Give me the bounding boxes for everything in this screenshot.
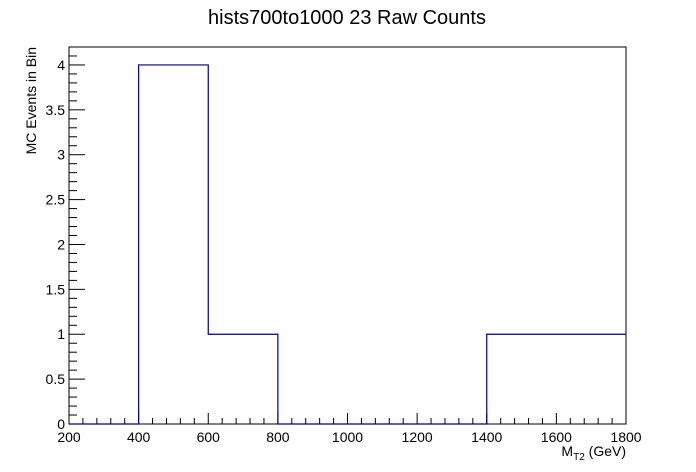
x-tick-label: 1800 xyxy=(610,429,641,445)
x-tick-label: 200 xyxy=(57,429,81,445)
x-tick-label: 800 xyxy=(266,429,290,445)
x-axis-label: MT2 (GeV) xyxy=(561,443,626,463)
hist-bin-2 xyxy=(208,334,278,424)
y-tick-label: 2 xyxy=(57,236,65,252)
hist-bin-1 xyxy=(139,65,209,424)
x-axis-label-sub: T2 xyxy=(573,452,585,463)
x-axis-label-main: M xyxy=(561,443,573,459)
y-tick-labels: 0 0.5 1 1.5 2 2.5 3 3.5 4 xyxy=(46,57,66,432)
y-tick-label: 0.5 xyxy=(46,371,66,387)
y-tick-label: 1.5 xyxy=(46,281,66,297)
x-axis-label-unit: (GeV) xyxy=(585,443,626,459)
y-tick-label: 1 xyxy=(57,326,65,342)
x-tick-label: 1600 xyxy=(541,429,572,445)
x-tick-label: 600 xyxy=(197,429,221,445)
x-tick-labels: 200 400 600 800 1000 1200 1400 1600 1800 xyxy=(57,429,641,445)
histogram-bins xyxy=(139,65,626,424)
y-tick-label: 2.5 xyxy=(46,192,66,208)
y-tick-label: 0 xyxy=(57,416,65,432)
x-tick-label: 1400 xyxy=(471,429,502,445)
y-tick-label: 4 xyxy=(57,57,65,73)
x-tick-label: 400 xyxy=(127,429,151,445)
y-tick-label: 3 xyxy=(57,147,65,163)
axis-ticks xyxy=(68,46,627,425)
x-tick-label: 1000 xyxy=(332,429,363,445)
x-tick-label: 1200 xyxy=(402,429,433,445)
y-tick-label: 3.5 xyxy=(46,102,66,118)
hist-bin-7 xyxy=(556,334,626,424)
hist-bin-6 xyxy=(487,334,557,424)
chart-title: hists700to1000 23 Raw Counts xyxy=(208,7,486,29)
plot-frame xyxy=(68,46,627,425)
histogram-outline xyxy=(69,64,626,425)
y-axis-label: MC Events in Bin xyxy=(23,47,39,154)
